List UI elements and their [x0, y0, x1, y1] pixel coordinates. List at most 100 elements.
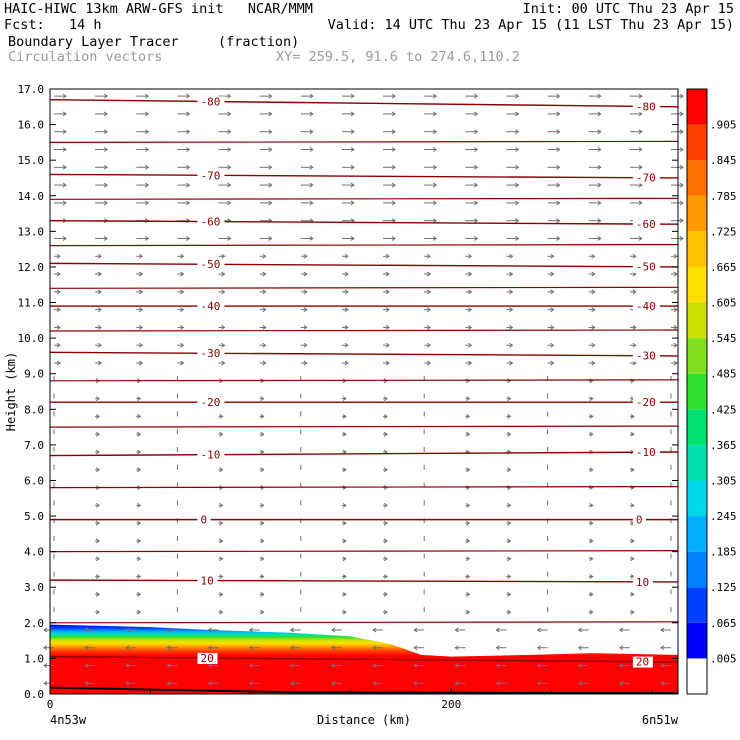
vector-arrowhead [342, 502, 347, 508]
vector-arrowhead [350, 236, 355, 241]
vector-arrowhead [138, 325, 144, 330]
vector-arrowhead [186, 147, 191, 152]
colorbar-swatch [687, 444, 707, 481]
vector-arrowhead [136, 574, 142, 579]
vector-arrowhead [432, 218, 438, 224]
vector-arrowhead [344, 253, 349, 259]
vector-arrowhead [138, 253, 144, 259]
vector-arrowhead [303, 360, 308, 366]
colorbar-label: .245 [710, 510, 737, 523]
vector-arrowhead [248, 680, 253, 686]
vector-arrowhead [589, 396, 594, 402]
vector-arrowhead [391, 236, 396, 241]
isotherm-label: -80 [200, 95, 220, 108]
vector-arrowhead [166, 627, 171, 633]
vector-arrowhead [679, 236, 684, 241]
vector-arrowhead [350, 182, 355, 188]
vector-arrowhead [468, 360, 473, 366]
colorbar-label: .905 [710, 119, 737, 132]
vector-arrowhead [309, 236, 314, 241]
valid-time: Valid: 14 UTC Thu 23 Apr 15 (11 LST Thu … [327, 17, 734, 33]
vector-arrowhead [62, 164, 67, 170]
vector-arrowhead [95, 396, 101, 402]
vector-arrowhead [342, 431, 347, 437]
isotherm-contour [49, 550, 679, 553]
vector-arrowhead [350, 200, 355, 206]
vector-arrowhead [138, 342, 144, 348]
vector-arrowhead [432, 236, 438, 241]
vector-arrowhead [103, 200, 109, 206]
vector-arrowhead [207, 680, 212, 686]
vector-arrowhead [342, 467, 347, 473]
colorbar-label: .125 [710, 581, 737, 594]
vector-arrowhead [43, 680, 48, 686]
vector-arrowhead [268, 93, 273, 99]
vector-arrowhead [466, 431, 471, 437]
vector-arrowhead [591, 271, 596, 277]
vector-arrowhead [589, 413, 594, 419]
vector-arrowhead [515, 129, 520, 135]
vector-arrowhead [260, 396, 265, 402]
vector-arrowhead [638, 200, 643, 206]
vector-arrowhead [309, 182, 314, 188]
vector-arrowhead [166, 645, 171, 651]
vector-arrowhead [673, 289, 678, 295]
vector-arrowhead [262, 325, 267, 330]
vector-arrowhead [589, 574, 594, 579]
isotherm-label: -30 [200, 347, 220, 360]
vector-arrowhead [536, 627, 541, 633]
vector-arrowhead [180, 325, 185, 330]
vector-arrowhead [303, 342, 308, 348]
vector-arrowhead [268, 236, 273, 241]
vector-arrowhead [556, 200, 561, 206]
vector-arrowhead [679, 129, 684, 135]
vector-arrowhead [468, 342, 473, 348]
vector-arrowhead [638, 164, 643, 170]
vector-arrowhead [426, 289, 432, 295]
y-tick-label: 7.0 [24, 439, 44, 452]
y-tick-label: 12.0 [18, 261, 45, 274]
vector-arrowhead [342, 396, 347, 402]
vector-arrowhead [556, 93, 561, 99]
vector-arrowhead [136, 431, 142, 437]
vector-arrowhead [136, 609, 142, 615]
colorbar-swatch [687, 266, 707, 303]
vector-arrowhead [56, 307, 61, 313]
vector-arrowhead [515, 200, 520, 206]
isotherm-label: -60 [200, 216, 220, 229]
vector-arrowhead [507, 485, 512, 491]
vector-arrowhead [260, 449, 265, 455]
vector-arrowhead [385, 307, 390, 313]
vector-arrowhead [103, 93, 109, 99]
vector-arrowhead [466, 538, 471, 544]
vector-arrowhead [125, 663, 130, 668]
isotherm-contour [49, 243, 679, 247]
y-tick-label: 3.0 [24, 581, 44, 594]
vector-arrowhead [186, 182, 191, 188]
vector-arrowhead [383, 538, 388, 544]
vector-arrowhead [289, 680, 295, 686]
vector-arrowhead [638, 147, 643, 152]
vector-arrowhead [383, 467, 388, 473]
vector-arrowhead [221, 342, 226, 348]
vector-arrowhead [577, 663, 582, 668]
vector-arrowhead [227, 147, 232, 152]
vector-arrowhead [591, 325, 596, 330]
vector-arrowhead [432, 200, 438, 206]
vector-arrowhead [618, 680, 624, 686]
vector-arrowhead [136, 502, 142, 508]
vector-arrowhead [597, 182, 602, 188]
vector-arrowhead [136, 556, 142, 562]
vector-arrowhead [309, 93, 314, 99]
vector-arrowhead [262, 271, 267, 277]
vector-arrowhead [180, 307, 185, 313]
vector-arrowhead [507, 378, 512, 384]
vector-arrowhead [350, 111, 355, 117]
vector-arrowhead [618, 663, 624, 668]
isotherm-label: 10 [636, 576, 649, 589]
vector-arrowhead [507, 413, 512, 419]
vector-arrowhead [591, 360, 596, 366]
vector-arrowhead [413, 680, 418, 686]
y-tick-label: 16.0 [18, 119, 45, 132]
vector-arrowhead [383, 396, 388, 402]
